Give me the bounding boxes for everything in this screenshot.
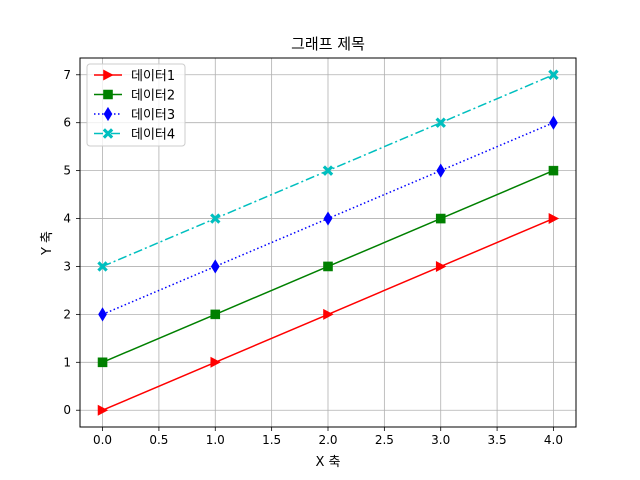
legend-label: 데이터4 [131,128,175,143]
data-point [549,115,558,130]
x-tick-label: 0.5 [149,433,168,447]
legend-marker [103,106,113,122]
legend-entry: 데이터2 [94,89,175,104]
y-tick-label: 5 [63,164,71,178]
x-tick-label: 0.0 [93,433,112,447]
data-point [323,261,333,272]
series-layer [97,69,560,416]
y-tick-label: 6 [63,116,71,130]
legend-entry: 데이터4 [94,128,175,143]
data-point [436,163,446,178]
x-tick-label: 2.0 [318,433,337,447]
data-point [548,213,560,225]
data-point [435,213,446,224]
data-point [97,404,109,416]
y-axis-label: Y 축 [40,231,55,256]
chart-title: 그래프 제목 [291,35,365,53]
data-point [548,165,559,176]
data-point [435,260,447,272]
y-tick-label: 7 [63,68,71,82]
data-point [98,307,107,322]
legend-label: 데이터3 [131,108,175,123]
y-tick-label: 0 [63,403,71,417]
x-axis-label: X 축 [316,455,341,470]
series-2 [97,165,559,368]
data-point [323,308,334,320]
legend-entry: 데이터1 [94,69,175,84]
y-tick-label: 4 [63,212,71,226]
y-tick-label: 1 [63,355,71,369]
data-point [548,69,559,80]
legend-label: 데이터2 [131,89,175,104]
x-tick-label: 3.0 [431,433,450,447]
data-point [435,117,446,128]
legend: 데이터1 데이터2 데이터3 데이터4 [86,63,186,147]
x-tick-label: 2.5 [375,433,394,447]
legend-marker [103,69,114,81]
data-point [97,261,108,272]
data-point [210,259,220,274]
y-tick-label: 3 [63,259,71,273]
data-point [210,356,221,368]
legend-marker [102,128,114,139]
data-point [210,309,221,320]
legend-entry: 데이터3 [94,106,175,123]
series-1 [97,213,560,416]
legend-box [86,63,186,147]
x-tick-label: 1.0 [206,433,225,447]
x-axis: 0.0 0.5 1.0 1.5 2.0 2.5 3.0 3.5 4.0 [93,427,563,447]
y-axis: 0 1 2 3 4 5 6 7 [63,68,80,417]
legend-marker [103,89,113,100]
x-tick-label: 4.0 [544,433,563,447]
data-point [322,165,334,176]
data-point [210,213,221,224]
data-point [97,357,108,368]
x-tick-label: 1.5 [262,433,281,447]
y-tick-label: 2 [63,307,71,321]
data-point [323,211,333,226]
legend-label: 데이터1 [131,69,175,84]
series-4 [97,69,559,272]
x-tick-label: 3.5 [488,433,507,447]
series-3 [98,115,558,322]
